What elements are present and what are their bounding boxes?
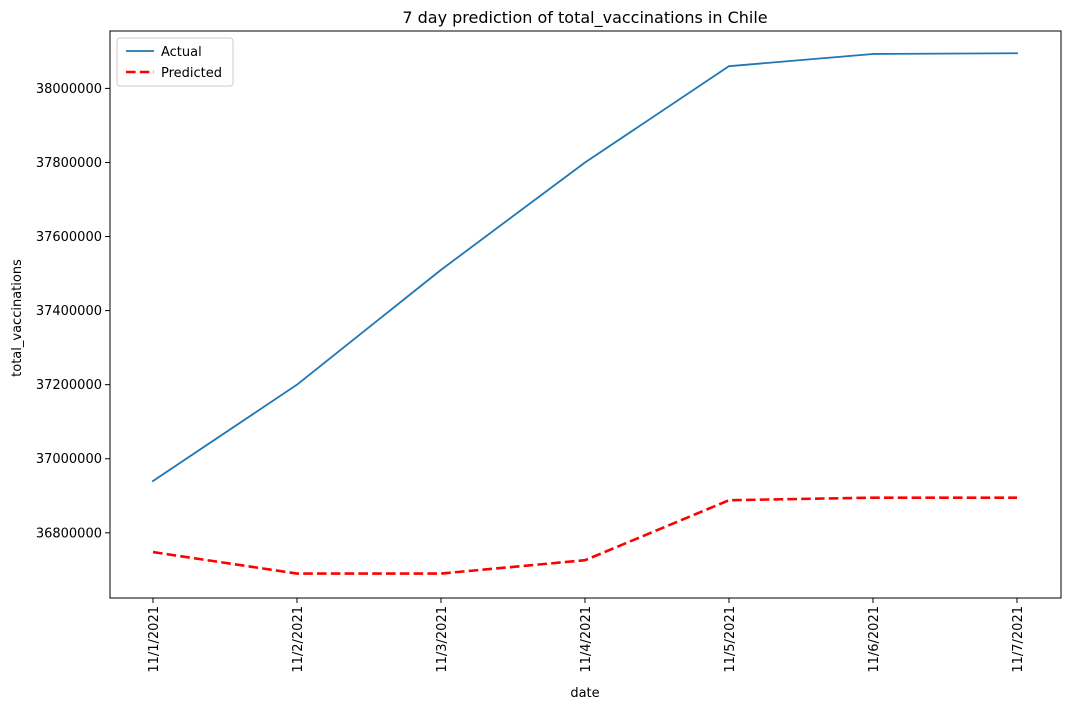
y-axis-label: total_vaccinations — [10, 259, 25, 377]
legend-box — [116, 37, 234, 87]
y-tick-label: 37000000 — [36, 452, 102, 467]
x-tick-label: 11/2/2021 — [291, 606, 306, 673]
legend-label-actual: Actual — [161, 45, 202, 60]
y-tick-label: 37400000 — [36, 304, 102, 319]
chart-title: 7 day prediction of total_vaccinations i… — [402, 8, 767, 28]
plot-area: 11/1/2021 11/2/2021 11/3/2021 11/4/2021 11/5… — [36, 30, 1062, 673]
legend-label-predicted: Predicted — [161, 66, 222, 81]
x-tick-label: 11/6/2021 — [867, 606, 882, 673]
x-axis-label: date — [570, 686, 599, 701]
y-tick-label: 38000000 — [36, 82, 102, 97]
x-tick-label: 11/5/2021 — [723, 606, 738, 673]
x-tick-label: 11/4/2021 — [579, 606, 594, 673]
x-tick-label: 11/3/2021 — [435, 606, 450, 673]
x-tick-label: 11/1/2021 — [147, 606, 162, 673]
y-tick-label: 36800000 — [36, 526, 102, 541]
series-line-actual — [151, 52, 1018, 483]
y-tick-label: 37800000 — [36, 156, 102, 171]
series-line-predicted — [152, 496, 1017, 575]
y-tick-label: 37200000 — [36, 378, 102, 393]
x-tick-label: 11/7/2021 — [1011, 606, 1026, 673]
y-tick-label: 37600000 — [36, 230, 102, 245]
